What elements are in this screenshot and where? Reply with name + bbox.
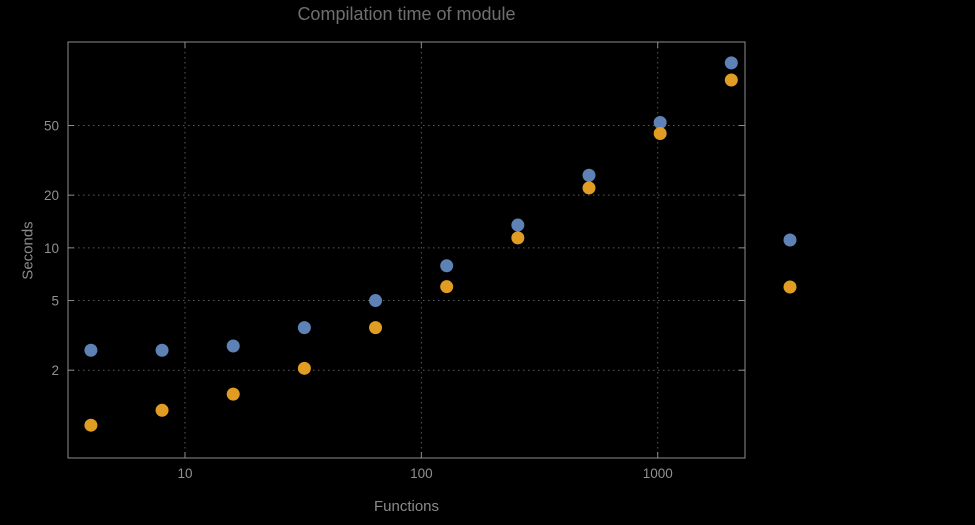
legend-marker-series-orange	[783, 280, 797, 294]
y-tick-label: 5	[51, 294, 59, 309]
data-point-series-blue	[653, 116, 667, 130]
chart-title: Compilation time of module	[297, 4, 516, 24]
x-tick-label: 1000	[643, 466, 673, 481]
y-tick-label: 20	[44, 188, 59, 203]
data-point-series-orange	[653, 127, 667, 141]
data-point-series-orange	[582, 181, 596, 195]
x-tick-label: 10	[177, 466, 192, 481]
data-point-series-blue	[155, 343, 169, 357]
data-point-series-orange	[84, 418, 98, 432]
plot-frame	[67, 41, 746, 459]
x-axis-label: Functions	[373, 498, 440, 515]
data-point-series-blue	[226, 339, 240, 353]
data-point-series-orange	[297, 361, 311, 375]
y-tick-label: 2	[51, 363, 59, 378]
y-tick-label: 10	[44, 241, 59, 256]
data-point-series-blue	[724, 56, 738, 70]
data-point-series-blue	[369, 294, 383, 308]
data-point-series-blue	[84, 343, 98, 357]
legend-marker-series-blue	[783, 233, 797, 247]
data-point-series-orange	[369, 321, 383, 335]
y-axis-label: Seconds	[19, 221, 37, 280]
data-point-series-blue	[297, 321, 311, 335]
y-tick-label: 50	[44, 119, 59, 134]
data-point-series-orange	[226, 387, 240, 401]
data-point-series-orange	[511, 231, 525, 245]
data-point-series-orange	[155, 403, 169, 417]
data-point-series-blue	[511, 218, 525, 232]
data-point-series-orange	[440, 280, 454, 294]
data-point-series-blue	[440, 259, 454, 273]
data-point-series-blue	[582, 168, 596, 182]
data-point-series-orange	[724, 73, 738, 87]
x-tick-label: 100	[410, 466, 433, 481]
